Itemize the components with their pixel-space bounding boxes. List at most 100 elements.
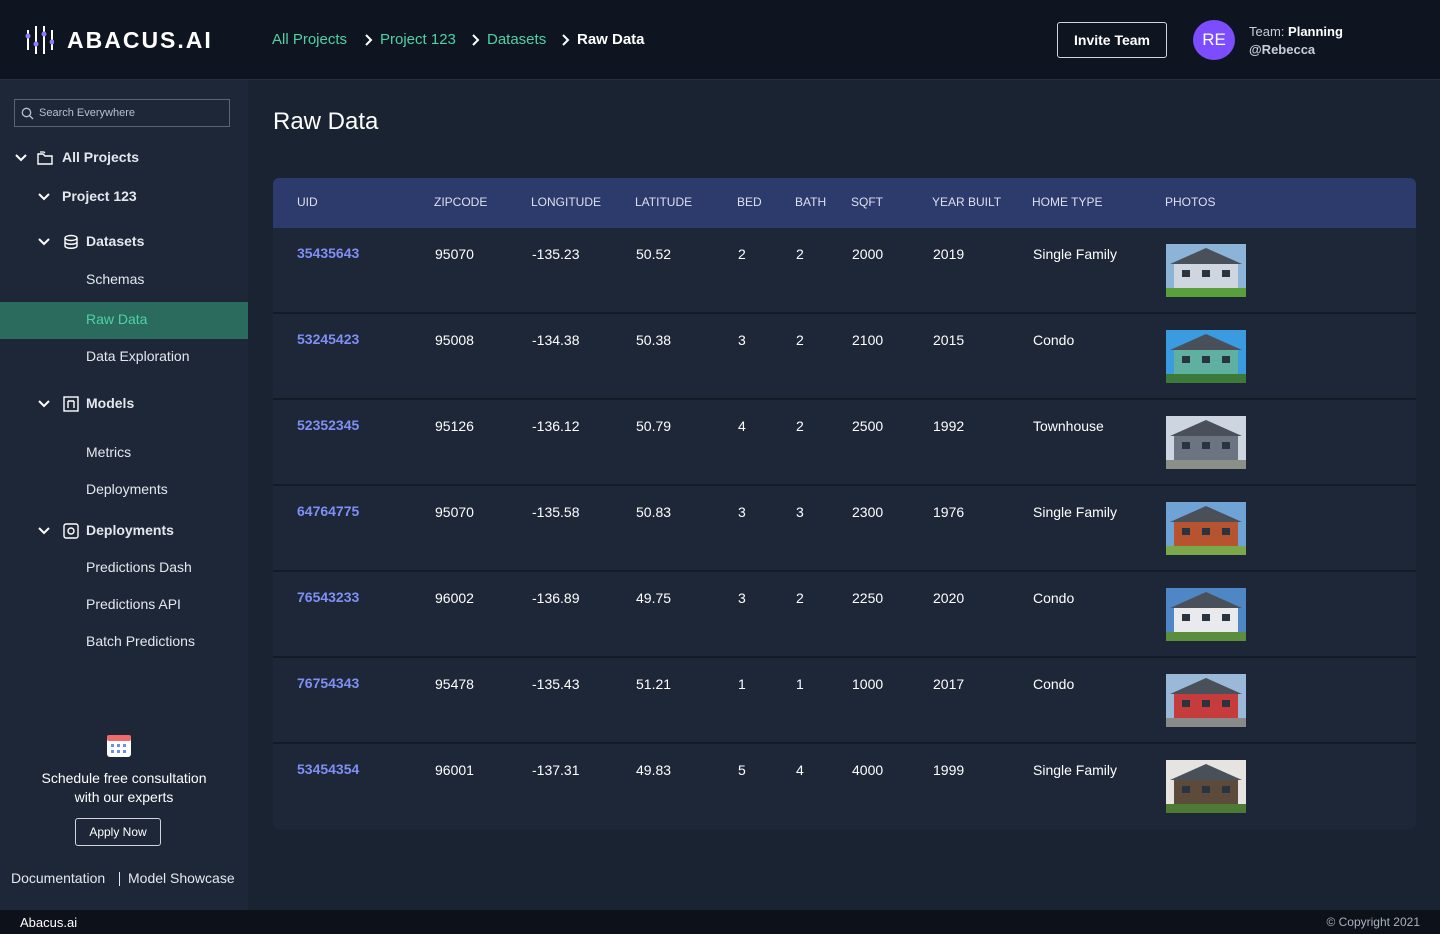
nav-item[interactable]: Predictions Dash (86, 559, 192, 575)
uid-link[interactable]: 53245423 (297, 331, 360, 347)
cell: 2 (796, 332, 804, 348)
copyright: © Copyright 2021 (1326, 915, 1420, 929)
column-header: SQFT (851, 195, 883, 209)
showcase-link[interactable]: Model Showcase (128, 870, 235, 886)
cell: 95070 (435, 504, 474, 520)
cell: -137.31 (532, 762, 580, 778)
cell: Condo (1033, 590, 1075, 606)
table-row: 53245423 95008 -134.38 50.38 3 2 2100 2015 Condo (273, 314, 1416, 400)
nav-item[interactable]: Raw Data (86, 311, 148, 327)
house-photo[interactable] (1166, 416, 1246, 469)
table-row: 64764775 95070 -135.58 50.83 3 3 2300 1976 Singl… (273, 486, 1416, 572)
promo-line: with our experts (74, 789, 174, 805)
chevron (562, 34, 570, 46)
chevron (38, 193, 50, 201)
table-row: 53454354 96001 -137.31 49.83 5 4 4000 1999 Singl… (273, 744, 1416, 829)
cell: 49.83 (636, 762, 672, 778)
nav-icon (63, 396, 79, 412)
house-photo[interactable] (1166, 244, 1246, 297)
page-title: Raw Data (273, 108, 379, 135)
cell: 95126 (435, 418, 474, 434)
cell: 50.79 (636, 418, 672, 434)
breadcrumb[interactable]: Datasets (487, 31, 547, 48)
cell: 4 (796, 762, 804, 778)
cell: 96001 (435, 762, 474, 778)
logo-icon (25, 26, 54, 54)
nav-item[interactable]: Schemas (86, 271, 145, 287)
doc-link[interactable]: Documentation (11, 870, 106, 886)
uid-link[interactable]: 64764775 (297, 503, 360, 519)
cell: 4000 (852, 762, 884, 778)
nav-item[interactable]: All Projects (62, 149, 140, 165)
calendar-icon (107, 735, 131, 757)
table-row: 76754343 95478 -135.43 51.21 1 1 1000 2017 Condo (273, 658, 1416, 744)
house-photo[interactable] (1166, 588, 1246, 641)
separator (119, 872, 120, 886)
uid-link[interactable]: 76543233 (297, 589, 360, 605)
cell: Single Family (1033, 504, 1118, 520)
column-header: HOME TYPE (1032, 195, 1103, 209)
cell: 2017 (933, 676, 965, 692)
uid-link[interactable]: 76754343 (297, 675, 360, 691)
nav-item[interactable]: Metrics (86, 444, 132, 460)
nav-item[interactable]: Data Exploration (86, 348, 190, 364)
avatar[interactable]: RE (1193, 20, 1235, 60)
logo: ABACUS.AI (67, 27, 213, 53)
nav-item[interactable]: Deployments (86, 481, 168, 497)
cell: 3 (738, 590, 746, 606)
column-header: ZIPCODE (434, 195, 488, 209)
footer: Abacus.ai © Copyright 2021 (0, 910, 1440, 934)
nav-item[interactable]: Project 123 (62, 188, 137, 204)
apply-button[interactable]: Apply Now (75, 818, 161, 846)
cell: 1 (796, 676, 804, 692)
chevron (38, 400, 50, 408)
cell: 50.52 (636, 246, 672, 262)
column-header: BATH (795, 195, 827, 209)
chevron (38, 238, 50, 246)
cell: 2 (796, 590, 804, 606)
data-table: UID ZIPCODE LONGITUDE LATITUDE BED BATH SQFT YE… (273, 178, 1416, 829)
column-header: UID (297, 195, 318, 209)
uid-link[interactable]: 53454354 (297, 761, 360, 777)
cell: 95478 (435, 676, 474, 692)
cell: Condo (1033, 332, 1075, 348)
breadcrumb[interactable]: All Projects (272, 31, 348, 48)
invite-button[interactable]: Invite Team (1057, 22, 1167, 58)
cell: 4 (738, 418, 746, 434)
cell: 2250 (852, 590, 884, 606)
nav-item[interactable]: Datasets (86, 233, 145, 249)
nav-icon (63, 523, 79, 539)
breadcrumb[interactable]: Project 123 (380, 31, 456, 48)
nav-item[interactable]: Batch Predictions (86, 633, 195, 649)
column-header: PHOTOS (1165, 195, 1216, 209)
nav-item[interactable]: Models (86, 395, 135, 411)
chevron (15, 154, 27, 162)
cell: 2015 (933, 332, 965, 348)
table-row: 76543233 96002 -136.89 49.75 3 2 2250 2020 Condo (273, 572, 1416, 658)
chevron (365, 34, 373, 46)
house-photo[interactable] (1166, 330, 1246, 383)
promo-line: Schedule free consultation (41, 770, 207, 786)
column-header: BED (737, 195, 762, 209)
cell: 2 (796, 246, 804, 262)
cell: 95070 (435, 246, 474, 262)
cell: 2000 (852, 246, 884, 262)
column-header: LONGITUDE (531, 195, 602, 209)
team: Team: Planning (1249, 24, 1343, 39)
cell: -135.58 (532, 504, 580, 520)
nav-item[interactable]: Predictions API (86, 596, 181, 612)
cell: 1 (738, 676, 746, 692)
uid-link[interactable]: 35435643 (297, 245, 360, 261)
house-photo[interactable] (1166, 760, 1246, 813)
team-name: Planning (1288, 24, 1343, 39)
house-photo[interactable] (1166, 674, 1246, 727)
cell: 2 (796, 418, 804, 434)
header: ABACUS.AI Invite Team RE Team: Planning … (0, 0, 1440, 80)
cell: 2020 (933, 590, 965, 606)
nav-item[interactable]: Deployments (86, 522, 174, 538)
uid-link[interactable]: 52352345 (297, 417, 360, 433)
search-box[interactable]: Search Everywhere (14, 99, 230, 127)
cell: 2100 (852, 332, 884, 348)
house-photo[interactable] (1166, 502, 1246, 555)
cell: -134.38 (532, 332, 580, 348)
